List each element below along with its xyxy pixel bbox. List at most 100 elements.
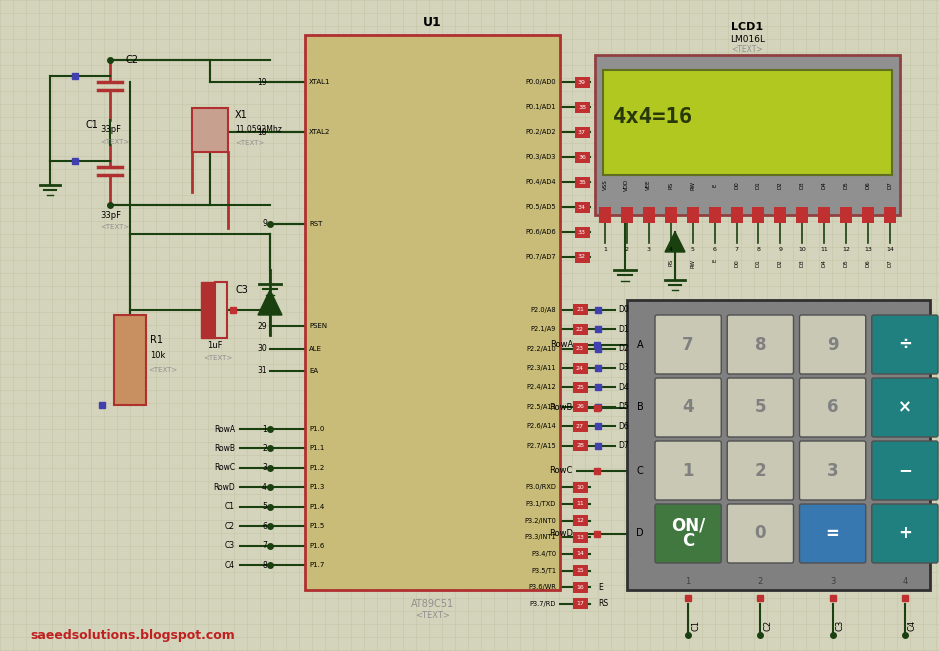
Bar <box>603 70 892 175</box>
Text: 13: 13 <box>864 247 872 252</box>
Text: P3.3/INT1: P3.3/INT1 <box>524 534 556 540</box>
Text: 5: 5 <box>262 503 267 511</box>
Text: LCD1: LCD1 <box>731 22 763 32</box>
Text: P3.7/RD: P3.7/RD <box>530 601 556 607</box>
Text: 22: 22 <box>576 327 584 331</box>
Bar <box>599 207 611 223</box>
Text: C4: C4 <box>224 561 235 570</box>
Text: 14: 14 <box>886 247 894 252</box>
Text: EA: EA <box>309 368 318 374</box>
Text: 24: 24 <box>576 365 584 370</box>
Text: C2: C2 <box>125 55 138 65</box>
Bar <box>573 548 588 559</box>
Bar <box>665 207 677 223</box>
Text: 1: 1 <box>683 462 694 480</box>
Text: C2: C2 <box>763 620 773 631</box>
Text: P0.7/AD7: P0.7/AD7 <box>526 254 556 260</box>
Text: 6: 6 <box>827 398 839 417</box>
Bar <box>595 55 900 215</box>
Text: D6: D6 <box>618 422 629 431</box>
Text: 11: 11 <box>821 247 828 252</box>
Text: P2.0/A8: P2.0/A8 <box>531 307 556 312</box>
Text: P1.5: P1.5 <box>309 523 324 529</box>
Polygon shape <box>258 290 282 315</box>
Text: P1.7: P1.7 <box>309 562 324 568</box>
Text: RowC: RowC <box>214 464 235 473</box>
Bar <box>796 207 808 223</box>
Text: P0.5/AD5: P0.5/AD5 <box>526 204 556 210</box>
Text: C1: C1 <box>225 503 235 511</box>
Text: D3: D3 <box>618 363 629 372</box>
Text: 9: 9 <box>827 335 839 353</box>
Text: X1: X1 <box>235 110 248 120</box>
Text: 12: 12 <box>842 247 850 252</box>
Text: LM016L: LM016L <box>730 35 765 44</box>
Text: 33: 33 <box>578 230 586 234</box>
Text: P1.3: P1.3 <box>309 484 324 490</box>
Text: 6: 6 <box>262 521 267 531</box>
Bar <box>573 582 588 592</box>
Text: P0.0/AD0: P0.0/AD0 <box>526 79 556 85</box>
Bar <box>573 440 588 451</box>
FancyBboxPatch shape <box>655 315 721 374</box>
Text: RS: RS <box>669 182 673 189</box>
Text: =: = <box>825 525 839 542</box>
Text: 28: 28 <box>576 443 584 448</box>
Text: <TEXT>: <TEXT> <box>100 139 130 145</box>
Text: P3.1/TXD: P3.1/TXD <box>526 501 556 507</box>
Text: RowB: RowB <box>214 444 235 453</box>
Bar <box>627 300 930 590</box>
Text: D0: D0 <box>618 305 629 314</box>
FancyBboxPatch shape <box>871 441 938 500</box>
Text: 18: 18 <box>257 128 267 137</box>
Text: P1.4: P1.4 <box>309 504 324 510</box>
Text: P3.6/WR: P3.6/WR <box>528 584 556 590</box>
Text: P2.1/A9: P2.1/A9 <box>531 326 556 332</box>
Text: RST: RST <box>309 221 322 227</box>
Text: RowA: RowA <box>549 340 573 349</box>
Bar <box>573 382 588 393</box>
Text: 33pF: 33pF <box>100 210 121 219</box>
Text: P2.5/A13: P2.5/A13 <box>527 404 556 410</box>
Text: P1.2: P1.2 <box>309 465 324 471</box>
Bar <box>573 402 588 412</box>
Bar <box>731 207 743 223</box>
Text: D4: D4 <box>822 181 826 189</box>
Bar <box>818 207 830 223</box>
Bar <box>215 282 227 338</box>
Text: RowC: RowC <box>549 466 573 475</box>
Text: 7: 7 <box>683 335 694 353</box>
Text: D0: D0 <box>734 181 739 189</box>
Text: 4: 4 <box>902 577 907 587</box>
Text: P1.6: P1.6 <box>309 542 324 549</box>
Text: RW: RW <box>690 180 695 189</box>
Text: C3: C3 <box>836 620 844 631</box>
Text: 0: 0 <box>755 525 766 542</box>
Bar <box>862 207 874 223</box>
Text: VEE: VEE <box>646 180 652 190</box>
Text: 21: 21 <box>576 307 584 312</box>
Text: RowA: RowA <box>214 424 235 434</box>
Text: 3: 3 <box>830 577 836 587</box>
Bar <box>840 207 853 223</box>
Bar <box>575 152 590 163</box>
FancyBboxPatch shape <box>871 504 938 563</box>
Text: C: C <box>637 465 643 475</box>
Bar <box>305 35 560 590</box>
Text: XTAL1: XTAL1 <box>309 79 331 85</box>
Text: P0.2/AD2: P0.2/AD2 <box>526 129 556 135</box>
Text: RowD: RowD <box>549 529 573 538</box>
Bar <box>575 202 590 212</box>
Text: R1: R1 <box>150 335 163 345</box>
Bar <box>573 324 588 335</box>
Text: 10k: 10k <box>150 350 165 359</box>
Text: C2: C2 <box>225 521 235 531</box>
Text: P2.6/A14: P2.6/A14 <box>526 423 556 429</box>
Text: 30: 30 <box>257 344 267 353</box>
Bar <box>114 315 146 405</box>
Text: 2: 2 <box>262 444 267 453</box>
Text: C3: C3 <box>224 541 235 550</box>
Polygon shape <box>665 232 685 252</box>
Text: 8: 8 <box>755 335 766 353</box>
Text: RS: RS <box>669 259 673 266</box>
